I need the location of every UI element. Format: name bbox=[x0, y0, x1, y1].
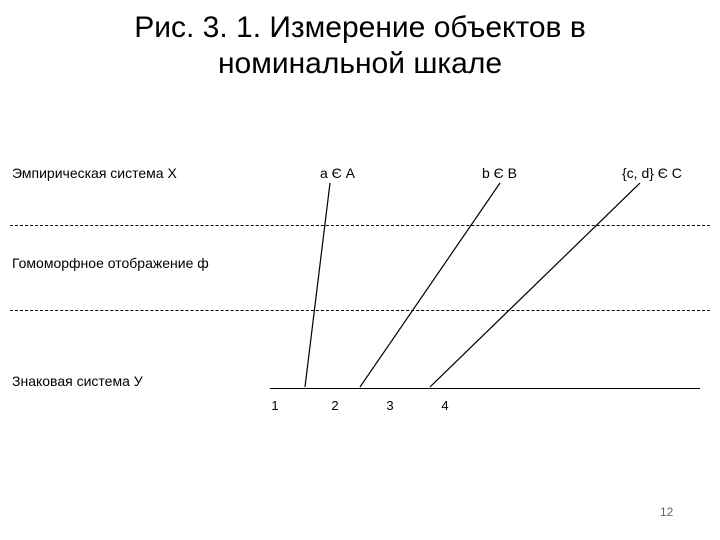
axis-tick-3: 3 bbox=[386, 398, 393, 413]
page-number: 12 bbox=[660, 505, 673, 519]
map-line-a bbox=[305, 183, 330, 387]
axis-tick-2: 2 bbox=[331, 398, 338, 413]
axis-tick-4: 4 bbox=[441, 398, 448, 413]
mapping-lines-svg bbox=[0, 0, 720, 540]
map-line-c bbox=[430, 183, 640, 387]
map-line-b bbox=[360, 183, 500, 387]
axis-tick-1: 1 bbox=[271, 398, 278, 413]
